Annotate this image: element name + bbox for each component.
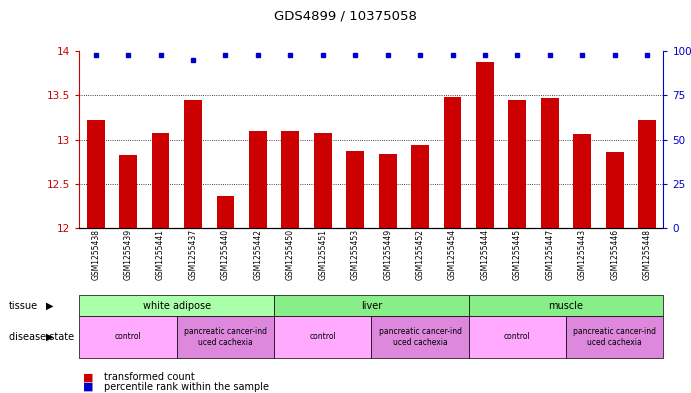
Text: control: control xyxy=(504,332,531,342)
Bar xyxy=(476,62,494,228)
Text: tissue: tissue xyxy=(9,301,38,310)
Bar xyxy=(281,131,299,228)
Text: white adipose: white adipose xyxy=(143,301,211,310)
Text: pancreatic cancer-ind
uced cachexia: pancreatic cancer-ind uced cachexia xyxy=(574,327,656,347)
Bar xyxy=(120,154,137,228)
Bar xyxy=(541,98,559,228)
Text: control: control xyxy=(310,332,336,342)
Text: ▶: ▶ xyxy=(46,332,53,342)
Text: ■: ■ xyxy=(83,382,93,392)
Bar xyxy=(346,151,364,228)
Bar xyxy=(379,154,397,228)
Text: pancreatic cancer-ind
uced cachexia: pancreatic cancer-ind uced cachexia xyxy=(379,327,462,347)
Bar xyxy=(87,120,104,228)
Bar xyxy=(411,145,429,228)
Text: percentile rank within the sample: percentile rank within the sample xyxy=(104,382,269,392)
Bar xyxy=(509,100,527,228)
Text: liver: liver xyxy=(361,301,382,310)
Text: ▶: ▶ xyxy=(46,301,53,310)
Text: disease state: disease state xyxy=(9,332,74,342)
Bar xyxy=(314,133,332,228)
Text: control: control xyxy=(115,332,142,342)
Bar xyxy=(151,133,169,228)
Text: ■: ■ xyxy=(83,372,93,382)
Text: GDS4899 / 10375058: GDS4899 / 10375058 xyxy=(274,10,417,23)
Text: pancreatic cancer-ind
uced cachexia: pancreatic cancer-ind uced cachexia xyxy=(184,327,267,347)
Text: transformed count: transformed count xyxy=(104,372,194,382)
Bar xyxy=(574,134,591,228)
Bar xyxy=(184,100,202,228)
Bar xyxy=(638,120,656,228)
Bar xyxy=(249,131,267,228)
Bar xyxy=(444,97,462,228)
Bar xyxy=(216,196,234,228)
Text: muscle: muscle xyxy=(549,301,583,310)
Bar xyxy=(606,152,623,228)
